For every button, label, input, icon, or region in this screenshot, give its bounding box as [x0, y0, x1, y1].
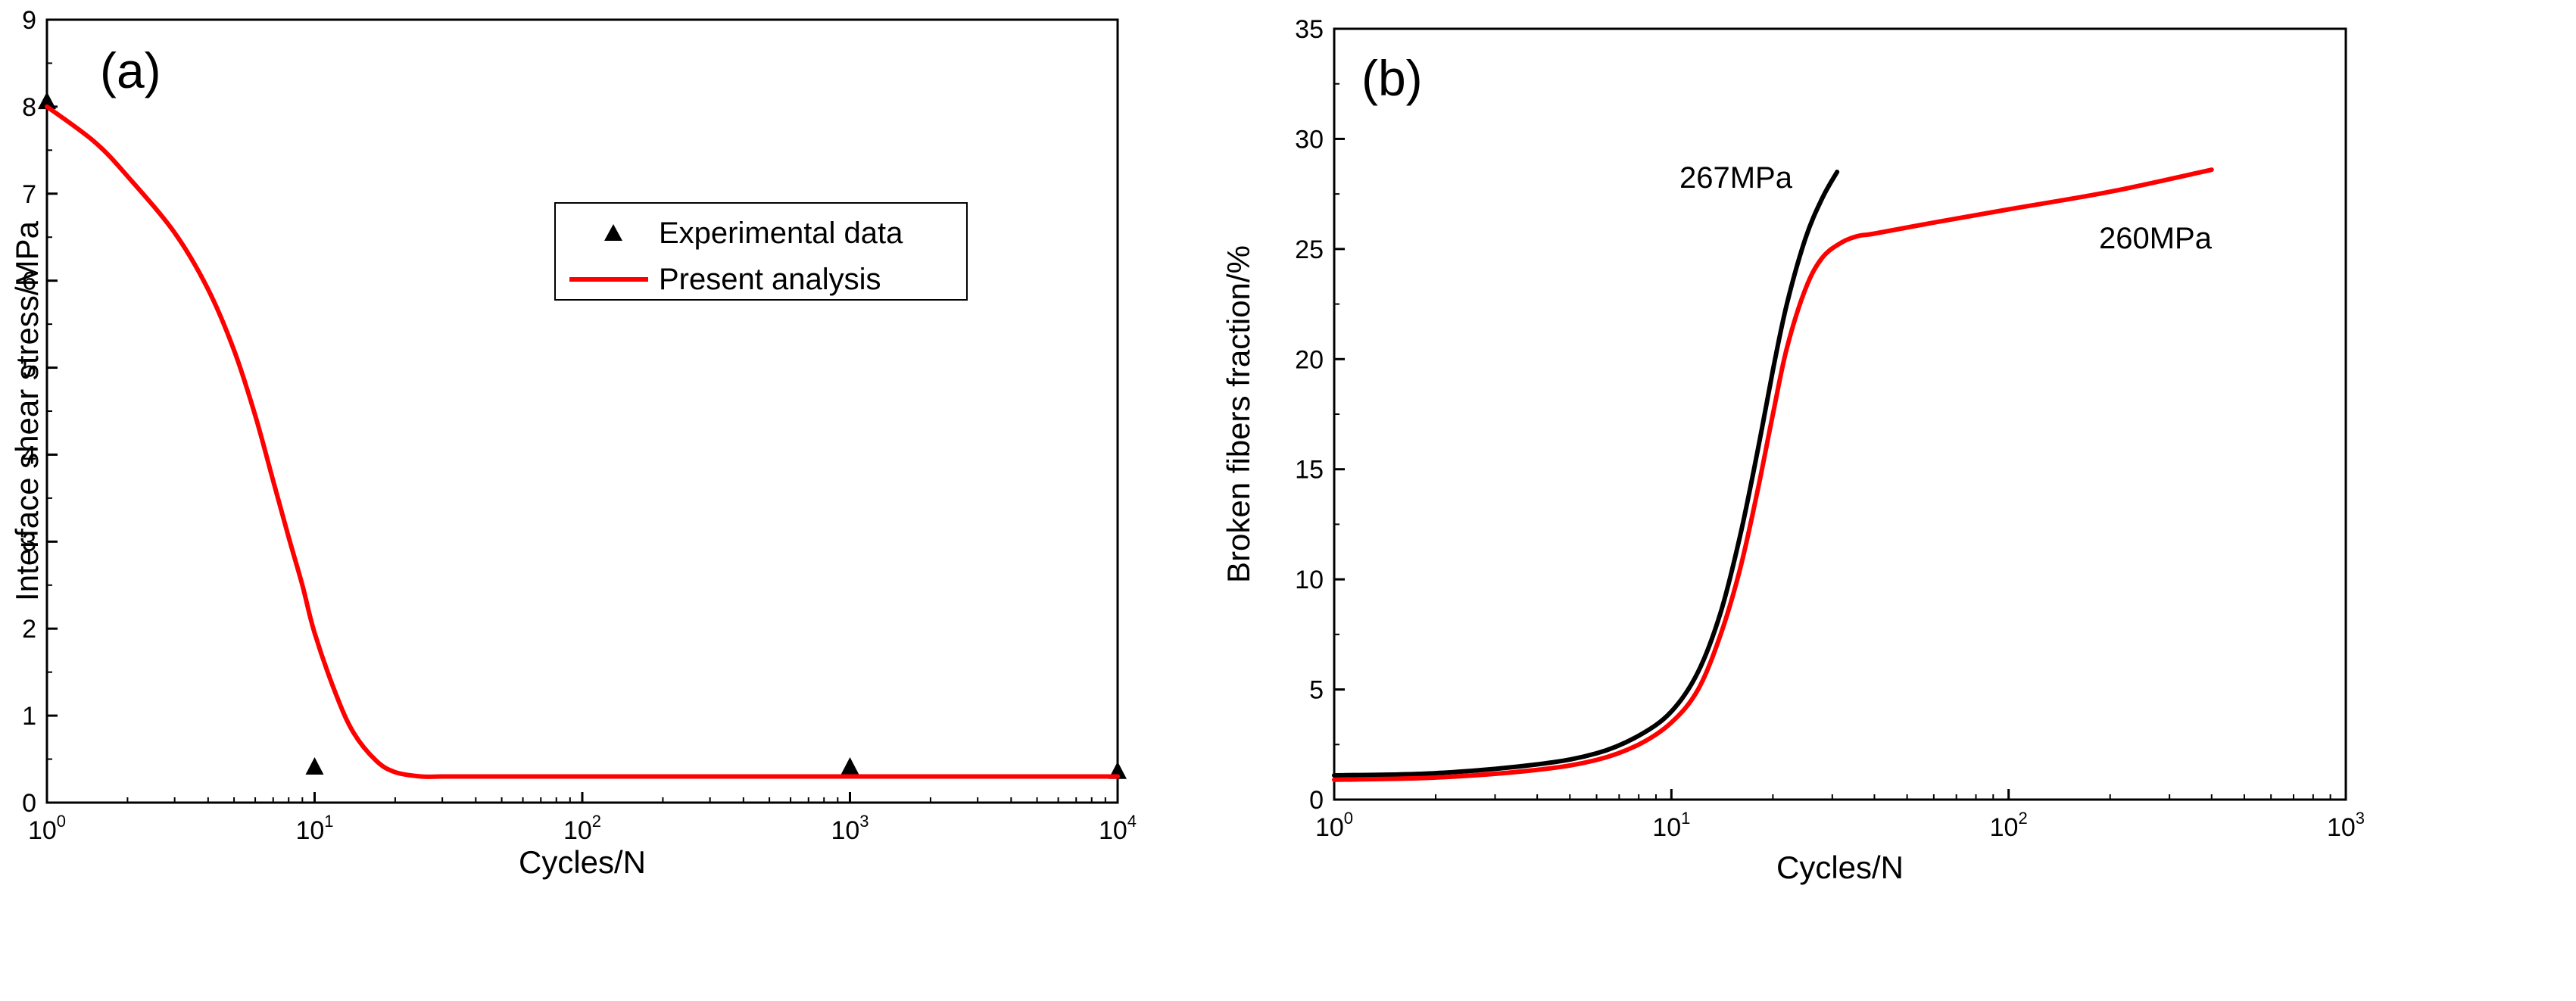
x-tick-label-b: 102	[1990, 809, 2028, 842]
y-tick-label-b: 10	[1295, 566, 1324, 594]
y-tick-label-b: 35	[1295, 15, 1324, 44]
panel-label-b: (b)	[1361, 50, 1423, 106]
y-tick-label-b: 25	[1295, 235, 1324, 264]
y-tick-label-a: 3	[22, 528, 36, 557]
series-line-260mpa	[1332, 167, 2214, 782]
y-tick-label-a: 4	[22, 441, 36, 469]
legend-label-experimental: Experimental data	[659, 217, 903, 250]
series-b	[1332, 167, 2214, 782]
y-tick-label-a: 1	[22, 702, 36, 731]
x-tick-label-b: 101	[1652, 809, 1690, 842]
y-tick-label-b: 20	[1295, 345, 1324, 374]
panel-label-a: (a)	[100, 42, 161, 98]
y-tick-label-a: 2	[22, 615, 36, 644]
y-tick-label-b: 30	[1295, 125, 1324, 154]
y-axis-label-a: Interface shear stress/MPa	[9, 220, 45, 601]
legend-marker-triangle	[604, 224, 622, 241]
y-tick-label-a: 9	[22, 6, 36, 35]
x-tick-label-a: 104	[1099, 812, 1137, 845]
series-line-present-analysis	[45, 104, 1120, 779]
y-tick-label-b: 0	[1309, 786, 1324, 815]
y-tick-label-a: 6	[22, 267, 36, 296]
legend-label-present: Present analysis	[659, 263, 881, 296]
x-tick-label-a: 103	[831, 812, 869, 845]
x-axis-label-a: Cycles/N	[519, 844, 646, 880]
data-point-triangle	[305, 757, 324, 775]
y-tick-label-b: 15	[1295, 456, 1324, 485]
plot-frame-a	[45, 18, 1119, 804]
series-a	[38, 92, 1127, 779]
y-tick-label-a: 0	[22, 789, 36, 818]
series-line-267mpa	[1332, 170, 1840, 778]
panel-b: (b) Cycles/N Broken fibers fraction/% 10…	[1221, 15, 2365, 885]
annotation-267mpa: 267MPa	[1679, 161, 1793, 195]
x-axis-label-b: Cycles/N	[1776, 850, 1904, 885]
y-tick-label-a: 5	[22, 354, 36, 383]
y-tick-label-a: 7	[22, 180, 36, 209]
x-tick-label-a: 101	[295, 812, 333, 845]
y-tick-label-a: 8	[22, 93, 36, 122]
data-point-triangle	[840, 757, 859, 775]
panel-a: (a) Cycles/N Interface shear stress/MPa …	[9, 6, 1137, 880]
legend-box-a	[554, 202, 968, 301]
y-axis-label-b: Broken fibers fraction/%	[1221, 245, 1256, 583]
x-tick-label-b: 103	[2327, 809, 2365, 842]
annotation-260mpa: 260MPa	[2099, 222, 2213, 255]
data-point-triangle	[38, 92, 56, 110]
x-tick-label-a: 102	[563, 812, 601, 845]
y-tick-label-b: 5	[1309, 676, 1324, 705]
plot-frame-b	[1333, 27, 2347, 801]
legend-a: Experimental data Present analysis	[554, 202, 968, 301]
